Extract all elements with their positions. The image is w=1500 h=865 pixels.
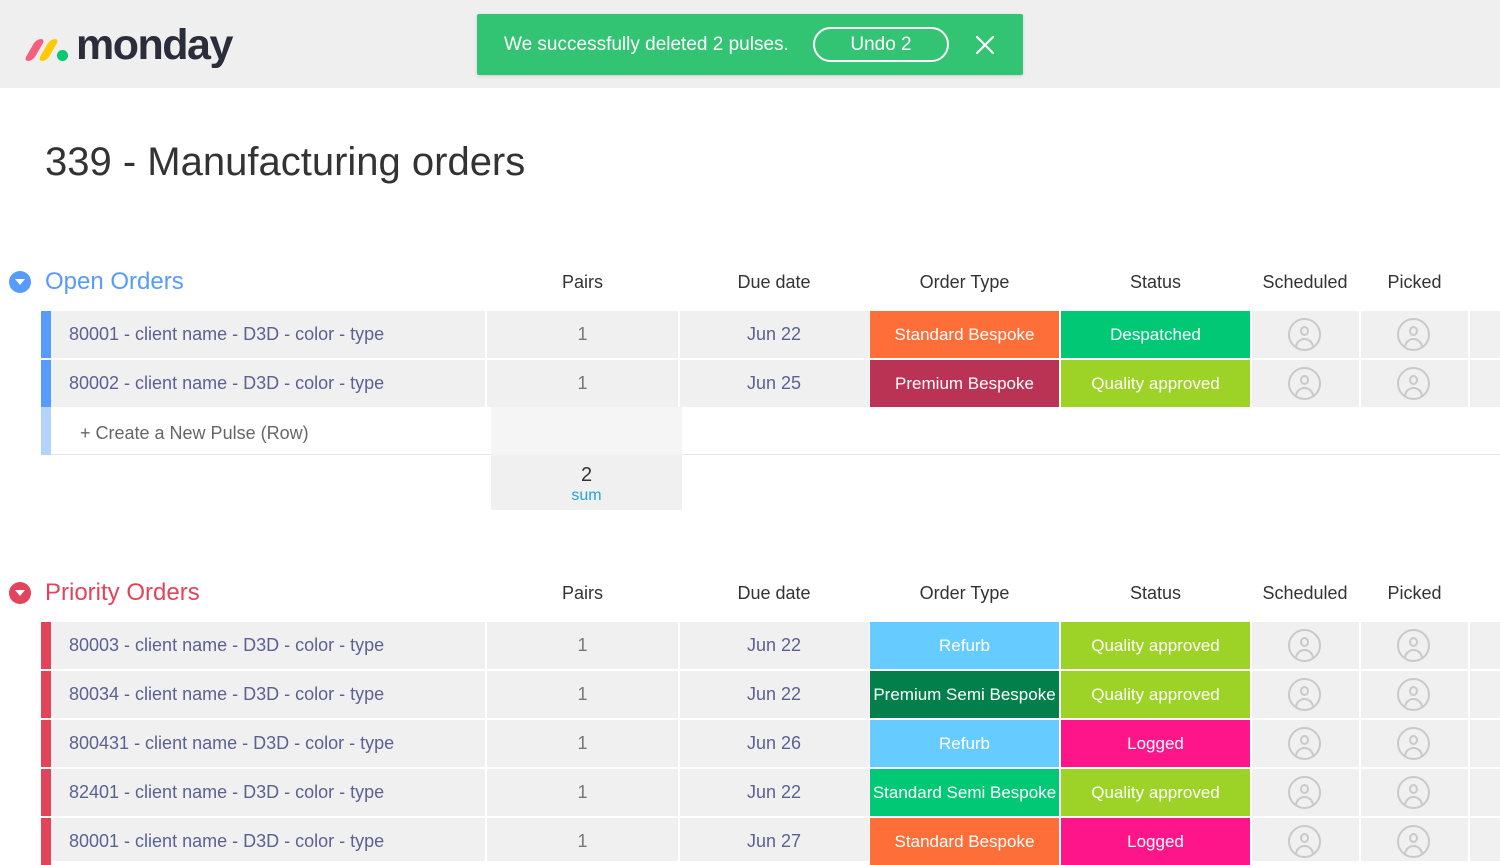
group-color-stripe <box>41 360 51 407</box>
table-row[interactable]: 80001 - client name - D3D - color - type… <box>41 311 1500 358</box>
scheduled-person-icon[interactable] <box>1288 727 1321 760</box>
column-header-due-date[interactable]: Due date <box>737 272 811 292</box>
create-pulse-row[interactable]: + Create a New Pulse (Row) <box>41 407 1500 455</box>
scheduled-person-icon[interactable] <box>1288 678 1321 711</box>
order-type-label[interactable]: Standard Bespoke <box>870 311 1059 358</box>
picked-person-icon[interactable] <box>1397 727 1430 760</box>
pairs-summary[interactable]: 2 sum <box>491 455 682 510</box>
column-header-scheduled[interactable]: Scheduled <box>1262 583 1348 603</box>
group-color-stripe <box>41 769 51 816</box>
table-row[interactable]: 80002 - client name - D3D - color - type… <box>41 360 1500 407</box>
order-type-label[interactable]: Standard Bespoke <box>870 818 1059 865</box>
logo-mark-icon <box>23 30 72 61</box>
pulse-name[interactable]: 80001 - client name - D3D - color - type <box>69 324 385 344</box>
group-title[interactable]: Open Orders <box>45 268 184 295</box>
close-icon[interactable] <box>974 34 996 56</box>
column-header-scheduled[interactable]: Scheduled <box>1262 272 1348 292</box>
column-header-picked[interactable]: Picked <box>1387 583 1442 603</box>
due-date-cell[interactable]: Jun 22 <box>746 635 802 655</box>
table-row[interactable]: 80001 - client name - D3D - color - type… <box>41 818 1500 865</box>
table-row[interactable]: 800431 - client name - D3D - color - typ… <box>41 720 1500 767</box>
group-color-stripe <box>41 671 51 718</box>
logo-wordmark: monday <box>76 21 233 69</box>
collapse-group-icon[interactable] <box>9 271 31 293</box>
due-date-cell[interactable]: Jun 25 <box>746 373 802 393</box>
group-header: Priority Orders Pairs Due date Order Typ… <box>0 573 1500 613</box>
scheduled-person-icon[interactable] <box>1288 776 1321 809</box>
due-date-cell[interactable]: Jun 22 <box>746 324 802 344</box>
order-type-label[interactable]: Refurb <box>870 622 1059 669</box>
picked-person-icon[interactable] <box>1397 776 1430 809</box>
due-date-cell[interactable]: Jun 22 <box>746 684 802 704</box>
column-header-order-type[interactable]: Order Type <box>919 272 1010 292</box>
undo-toast: We successfully deleted 2 pulses. Undo 2 <box>477 14 1023 75</box>
pairs-cell[interactable]: 1 <box>577 684 588 704</box>
pulse-name[interactable]: 800431 - client name - D3D - color - typ… <box>69 733 395 753</box>
undo-button[interactable]: Undo 2 <box>813 27 949 62</box>
column-header-pairs[interactable]: Pairs <box>561 583 603 603</box>
status-label[interactable]: Quality approved <box>1061 769 1250 816</box>
pairs-cell[interactable]: 1 <box>577 733 588 753</box>
monday-logo[interactable]: monday <box>23 20 233 70</box>
table-row[interactable]: 82401 - client name - D3D - color - type… <box>41 769 1500 816</box>
top-bar: monday We successfully deleted 2 pulses.… <box>0 0 1500 88</box>
order-type-label[interactable]: Standard Semi Bespoke <box>870 769 1059 816</box>
group-color-stripe <box>41 818 51 865</box>
due-date-cell[interactable]: Jun 27 <box>746 831 802 851</box>
group-color-stripe <box>41 720 51 767</box>
pulse-name[interactable]: 80034 - client name - D3D - color - type <box>69 684 385 704</box>
order-type-label[interactable]: Premium Semi Bespoke <box>870 671 1059 718</box>
column-header-status[interactable]: Status <box>1129 583 1182 603</box>
column-header-due-date[interactable]: Due date <box>737 583 811 603</box>
picked-person-icon[interactable] <box>1397 678 1430 711</box>
pairs-cell[interactable]: 1 <box>577 324 588 344</box>
scheduled-person-icon[interactable] <box>1288 629 1321 662</box>
status-label[interactable]: Quality approved <box>1061 360 1250 407</box>
status-label[interactable]: Logged <box>1061 720 1250 767</box>
picked-person-icon[interactable] <box>1397 318 1430 351</box>
column-header-order-type[interactable]: Order Type <box>919 583 1010 603</box>
pairs-cell[interactable]: 1 <box>577 635 588 655</box>
pulse-name[interactable]: 82401 - client name - D3D - color - type <box>69 782 385 802</box>
pairs-cell[interactable]: 1 <box>577 373 588 393</box>
collapse-group-icon[interactable] <box>9 582 31 604</box>
scheduled-person-icon[interactable] <box>1288 367 1321 400</box>
status-label[interactable]: Logged <box>1061 818 1250 865</box>
toast-message: We successfully deleted 2 pulses. <box>504 34 789 55</box>
pairs-cell[interactable]: 1 <box>577 782 588 802</box>
order-type-label[interactable]: Refurb <box>870 720 1059 767</box>
group-title[interactable]: Priority Orders <box>45 579 200 606</box>
summary-value: 2 <box>580 464 593 486</box>
due-date-cell[interactable]: Jun 26 <box>746 733 802 753</box>
due-date-cell[interactable]: Jun 22 <box>746 782 802 802</box>
scheduled-person-icon[interactable] <box>1288 825 1321 858</box>
picked-person-icon[interactable] <box>1397 629 1430 662</box>
scheduled-person-icon[interactable] <box>1288 318 1321 351</box>
order-type-label[interactable]: Premium Bespoke <box>870 360 1059 407</box>
picked-person-icon[interactable] <box>1397 367 1430 400</box>
pairs-cell[interactable]: 1 <box>577 831 588 851</box>
pulse-name[interactable]: 80002 - client name - D3D - color - type <box>69 373 385 393</box>
status-label[interactable]: Quality approved <box>1061 671 1250 718</box>
group-header: Open Orders Pairs Due date Order Type St… <box>0 262 1500 302</box>
status-label[interactable]: Quality approved <box>1061 622 1250 669</box>
column-header-pairs[interactable]: Pairs <box>561 272 603 292</box>
board-title[interactable]: 339 - Manufacturing orders <box>45 140 526 184</box>
group-color-stripe <box>41 407 51 455</box>
column-header-status[interactable]: Status <box>1129 272 1182 292</box>
pulse-name[interactable]: 80001 - client name - D3D - color - type <box>69 831 385 851</box>
picked-person-icon[interactable] <box>1397 825 1430 858</box>
create-pulse-input[interactable]: + Create a New Pulse (Row) <box>80 423 309 443</box>
table-row[interactable]: 80003 - client name - D3D - color - type… <box>41 622 1500 669</box>
status-label[interactable]: Despatched <box>1061 311 1250 358</box>
group-color-stripe <box>41 311 51 358</box>
group-color-stripe <box>41 622 51 669</box>
summary-label: sum <box>571 487 602 504</box>
pulse-name[interactable]: 80003 - client name - D3D - color - type <box>69 635 385 655</box>
column-header-picked[interactable]: Picked <box>1387 272 1442 292</box>
table-row[interactable]: 80034 - client name - D3D - color - type… <box>41 671 1500 718</box>
